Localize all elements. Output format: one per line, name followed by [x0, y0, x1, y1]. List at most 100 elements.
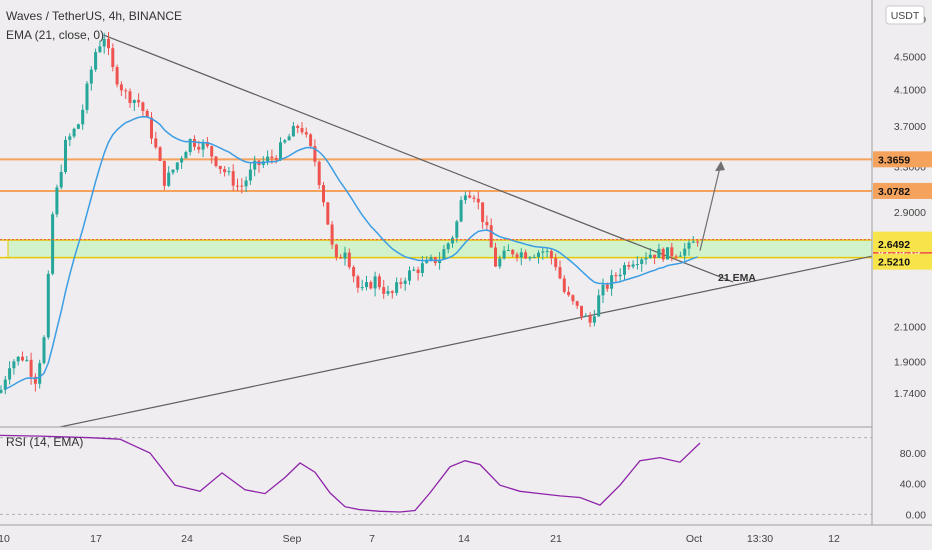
time-tick: Sep [283, 533, 302, 545]
candle-body [390, 291, 394, 293]
candle-body [481, 202, 485, 223]
candle-body [253, 160, 257, 170]
price-label-bg [873, 253, 932, 270]
candle-body [408, 270, 411, 281]
candle-body [412, 269, 416, 271]
candle-body [300, 127, 304, 133]
candle-body [687, 242, 691, 249]
candle-body [614, 275, 618, 277]
candle-body [635, 263, 639, 265]
candle-body [128, 91, 132, 103]
candle-body [167, 172, 171, 186]
currency-badge[interactable] [885, 5, 925, 25]
candle-body [223, 169, 227, 173]
time-tick: 14 [458, 533, 470, 545]
candle-body [446, 243, 450, 250]
candle-body [666, 247, 669, 260]
candle-body [674, 256, 678, 258]
candle-body [420, 263, 424, 273]
candle-body [291, 125, 295, 137]
candle-body [244, 180, 248, 187]
candle-body [403, 280, 407, 284]
candle-body [98, 46, 102, 53]
candle-body [541, 251, 545, 253]
candle-body [180, 158, 184, 163]
candle-body [644, 258, 648, 260]
candle-body [640, 259, 644, 264]
candle-body [373, 276, 377, 289]
candle-body [584, 315, 588, 317]
candle-body [184, 152, 188, 159]
candle-body [188, 139, 192, 153]
candle-body [455, 221, 459, 238]
price-tick: 3.7000 [894, 121, 926, 133]
candle-body [51, 214, 55, 274]
candle-body [12, 361, 16, 369]
candle-body [601, 284, 605, 296]
descending-trendline[interactable] [103, 34, 734, 283]
projection-arrow [699, 162, 722, 251]
candle-body [102, 38, 106, 47]
candle-body [515, 254, 519, 258]
time-tick: 10 [0, 533, 10, 545]
candle-body [304, 132, 308, 135]
price-tick: 1.7400 [894, 388, 926, 400]
price-tick: 4.1000 [894, 84, 926, 96]
candle-body [347, 252, 351, 268]
time-axis[interactable] [0, 526, 932, 550]
candle-body [571, 295, 575, 302]
candle-body [463, 195, 467, 201]
rsi-title: RSI (14, EMA) [6, 435, 83, 449]
candle-body [588, 315, 592, 323]
candle-body [132, 100, 136, 103]
candle-body [85, 83, 89, 110]
time-tick: 17 [90, 533, 102, 545]
candle-body [605, 284, 609, 289]
price-label: 3.3659 [878, 154, 910, 166]
candle-body [81, 109, 85, 125]
candle-body [365, 282, 368, 288]
candle-body [429, 257, 433, 260]
candle-body [399, 282, 403, 284]
candle-body [459, 200, 463, 222]
price-pane[interactable]: 21 EMA [0, 31, 872, 427]
candle-body [485, 222, 489, 226]
candle-body [175, 162, 179, 170]
indicator-label: EMA (21, close, 0) [6, 28, 104, 42]
candle-body [231, 171, 235, 186]
candle-body [670, 247, 674, 257]
candle-body [141, 102, 145, 111]
price-label: 2.5210 [878, 257, 910, 269]
candle-body [193, 139, 196, 147]
ascending-trendline[interactable] [59, 255, 872, 427]
candle-body [46, 273, 50, 338]
candle-body [240, 185, 244, 187]
candle-body [64, 139, 67, 172]
candle-body [545, 250, 549, 252]
rsi-line [0, 434, 701, 513]
candle-body [72, 128, 76, 137]
candle-body [661, 248, 665, 260]
candle-body [21, 356, 24, 361]
candle-body [124, 90, 128, 92]
candle-body [8, 368, 12, 380]
currency-label: USDT [891, 10, 920, 22]
time-tick: 13:30 [747, 533, 773, 545]
candle-body [25, 359, 29, 361]
candle-body [524, 252, 528, 259]
rsi-pane[interactable] [0, 434, 872, 515]
price-label: 3.0782 [878, 186, 910, 198]
candle-body [326, 202, 330, 225]
candle-body [360, 287, 364, 289]
candle-body [59, 171, 63, 188]
ema-annotation: 21 EMA [718, 272, 756, 284]
candle-body [68, 136, 72, 140]
candle-body [266, 156, 270, 162]
candle-body [107, 38, 110, 49]
candle-body [334, 244, 338, 258]
candle-body [416, 269, 420, 273]
price-tick: 2.9000 [894, 207, 926, 219]
